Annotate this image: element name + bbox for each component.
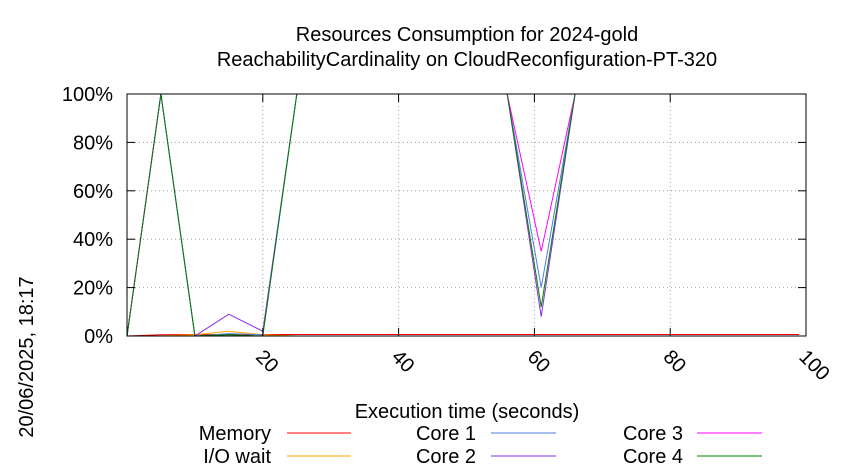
legend-label-core-2: Core 2	[416, 446, 476, 468]
grid-lines	[127, 94, 806, 336]
y-tick-label: 100%	[62, 84, 113, 106]
x-tick-label: 100	[794, 346, 833, 385]
y-tick-label: 40%	[73, 229, 113, 251]
chart-title: Resources Consumption for 2024-gold	[296, 24, 638, 46]
timestamp-label: 20/06/2025, 18:17	[16, 276, 38, 437]
y-axis-ticks: 0% 20% 40% 60% 80% 100%	[62, 84, 806, 348]
legend-label-core-1: Core 1	[416, 423, 476, 445]
series-lines	[126, 93, 800, 337]
series-line-core-1	[126, 93, 800, 337]
y-tick-label: 20%	[73, 278, 113, 300]
x-tick-label: 40	[387, 346, 418, 377]
legend-label-memory: Memory	[199, 423, 271, 445]
series-line-core-4	[126, 93, 800, 337]
x-tick-label: 20	[251, 346, 282, 377]
chart-subtitle: ReachabilityCardinality on CloudReconfig…	[217, 49, 717, 71]
y-tick-label: 60%	[73, 181, 113, 203]
y-tick-label: 0%	[84, 326, 113, 348]
series-line-core-2	[126, 93, 800, 337]
legend-label-core-3: Core 3	[623, 423, 683, 445]
y-tick-label: 80%	[73, 132, 113, 154]
x-axis-ticks: 20 40 60 80 100	[251, 94, 834, 385]
plot-frame	[126, 93, 807, 337]
legend-label-i-o-wait: I/O wait	[203, 446, 271, 468]
x-tick-label: 80	[659, 346, 690, 377]
x-tick-label: 60	[523, 346, 554, 377]
legend-label-core-4: Core 4	[623, 446, 683, 468]
x-axis-label: Execution time (seconds)	[355, 401, 580, 423]
series-line-core-3	[126, 93, 800, 337]
